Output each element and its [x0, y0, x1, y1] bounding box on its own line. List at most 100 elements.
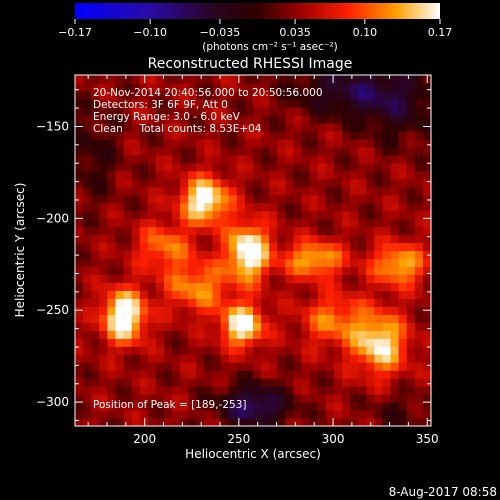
heatmap-cell	[342, 162, 351, 172]
heatmap-cell	[244, 258, 254, 268]
heatmap-cell	[261, 154, 270, 164]
heatmap-cell	[325, 178, 335, 188]
heatmap-cell	[204, 338, 214, 347]
heatmap-cell	[350, 314, 359, 323]
heatmap-cell	[91, 290, 100, 299]
heatmap-cell	[301, 242, 311, 252]
heatmap-cell	[325, 154, 335, 164]
heatmap-cell	[398, 98, 408, 108]
heatmap-cell	[196, 410, 206, 419]
heatmap-cell	[350, 234, 359, 244]
heatmap-cell	[317, 306, 327, 315]
heatmap-cell	[406, 154, 416, 164]
heatmap-cell	[236, 330, 246, 339]
heatmap-cell	[414, 186, 424, 196]
heatmap-cell	[293, 138, 303, 148]
heatmap-cell	[261, 226, 270, 236]
heatmap-cell	[236, 394, 246, 403]
heatmap-cell	[414, 98, 424, 108]
heatmap-cell	[204, 106, 214, 116]
heatmap-cell	[406, 378, 416, 387]
heatmap-cell	[180, 154, 189, 164]
heatmap-cell	[107, 186, 117, 196]
heatmap-cell	[350, 378, 359, 387]
heatmap-cell	[398, 210, 408, 220]
heatmap-cell	[131, 314, 141, 323]
heatmap-cell	[196, 226, 206, 236]
heatmap-cell	[269, 162, 278, 172]
heatmap-cell	[131, 194, 141, 204]
heatmap-cell	[204, 378, 214, 387]
heatmap-cell	[91, 75, 100, 84]
heatmap-cell	[172, 250, 181, 260]
heatmap-cell	[414, 274, 424, 284]
heatmap-cell	[228, 146, 238, 156]
heatmap-cell	[422, 138, 432, 148]
heatmap-cell	[131, 402, 141, 411]
heatmap-cell	[333, 226, 343, 236]
heatmap-cell	[172, 306, 181, 315]
heatmap-cell	[285, 290, 295, 299]
heatmap-cell	[325, 338, 335, 347]
heatmap-cell	[75, 98, 84, 108]
heatmap-cell	[204, 394, 214, 403]
heatmap-cell	[414, 75, 424, 84]
heatmap-cell	[366, 242, 375, 252]
heatmap-cell	[75, 210, 84, 220]
heatmap-cell	[325, 314, 335, 323]
heatmap-cell	[374, 354, 384, 363]
heatmap-cell	[422, 266, 432, 276]
heatmap-cell	[398, 394, 408, 403]
heatmap-cell	[220, 234, 230, 244]
heatmap-cell	[107, 122, 117, 132]
heatmap-cell	[390, 82, 400, 92]
heatmap-cell	[212, 98, 222, 108]
heatmap-cell	[350, 418, 359, 427]
heatmap-cell	[317, 394, 327, 403]
heatmap-cell	[261, 402, 270, 411]
heatmap-cell	[406, 362, 416, 371]
heatmap-cell	[147, 75, 157, 84]
heatmap-cell	[325, 75, 335, 84]
heatmap-cell	[164, 170, 173, 180]
heatmap-cell	[83, 202, 92, 212]
heatmap-cell	[155, 354, 165, 363]
heatmap-cell	[390, 170, 400, 180]
heatmap-cell	[309, 402, 319, 411]
heatmap-cell	[269, 202, 278, 212]
heatmap-cell	[180, 306, 189, 315]
heatmap-cell	[236, 178, 246, 188]
heatmap-cell	[374, 290, 384, 299]
heatmap-cell	[269, 258, 278, 268]
heatmap-cell	[293, 194, 303, 204]
heatmap-cell	[398, 258, 408, 268]
heatmap-cell	[366, 106, 375, 116]
heatmap-cell	[366, 202, 375, 212]
heatmap-cell	[75, 266, 84, 276]
heatmap-cell	[406, 330, 416, 339]
heatmap-cell	[301, 322, 311, 331]
heatmap-cell	[358, 82, 367, 92]
heatmap-cell	[83, 274, 92, 284]
heatmap-cell	[366, 234, 375, 244]
heatmap-cell	[398, 346, 408, 355]
heatmap-cell	[107, 234, 117, 244]
heatmap-cell	[390, 418, 400, 427]
heatmap-cell	[220, 354, 230, 363]
heatmap-cell	[398, 146, 408, 156]
heatmap-cell	[261, 338, 270, 347]
heatmap-cell	[293, 338, 303, 347]
heatmap-cell	[253, 210, 262, 220]
heatmap-cell	[350, 130, 359, 140]
heatmap-cell	[75, 282, 84, 291]
heatmap-cell	[196, 122, 206, 132]
heatmap-cell	[301, 202, 311, 212]
heatmap-cell	[123, 282, 133, 291]
y-tick-label: −150	[36, 119, 69, 133]
heatmap-cell	[107, 370, 117, 379]
heatmap-cell	[333, 306, 343, 315]
heatmap-cell	[236, 362, 246, 371]
heatmap-cell	[139, 362, 149, 371]
heatmap-cell	[196, 114, 206, 124]
